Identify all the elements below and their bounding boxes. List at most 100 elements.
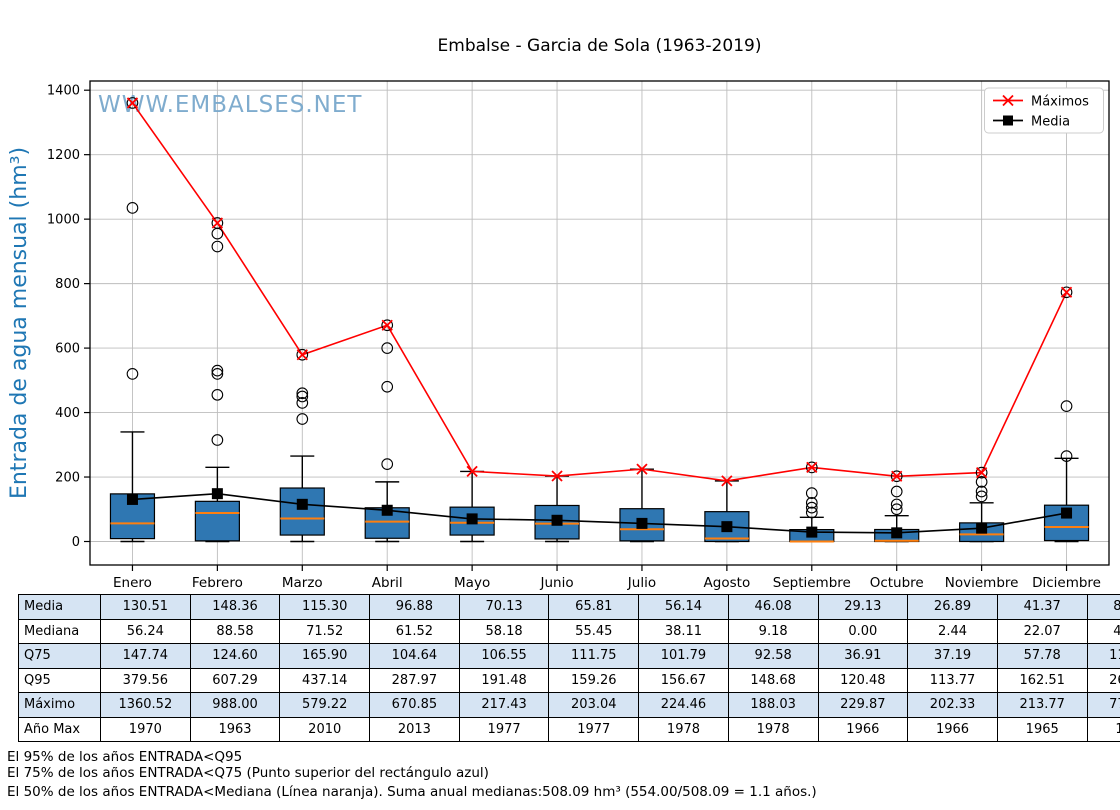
table-cell: 670.85 <box>369 692 460 718</box>
media-marker <box>636 517 648 529</box>
table-cell: 265.35 <box>1086 667 1120 693</box>
table-cell: 1966 <box>907 716 998 742</box>
outlier-circle <box>381 319 394 332</box>
outlier-circle <box>890 498 903 511</box>
outlier-circle <box>1060 450 1073 462</box>
table-row-label: Media <box>18 594 101 620</box>
legend-maximos-label: Máximos <box>1031 95 1089 110</box>
table-cell: 70.13 <box>458 594 550 620</box>
x-tick-label: Febrero <box>192 575 243 591</box>
table-cell: 437.14 <box>279 667 371 693</box>
table-cell: 988.00 <box>189 692 281 718</box>
table-cell: 2.44 <box>907 618 998 644</box>
table-cell: 1963 <box>189 716 281 742</box>
maximos-marker <box>636 463 648 475</box>
table-cell: 26.89 <box>907 594 998 620</box>
table-row-label: Año Max <box>18 716 101 742</box>
outlier-circle <box>1060 400 1073 412</box>
maximos-marker <box>806 461 818 474</box>
chart-title: Embalse - Garcia de Sola (1963-2019) <box>437 36 762 56</box>
table-cell: 61.52 <box>369 618 460 644</box>
outlier-circle <box>211 368 224 380</box>
table-cell: 120.48 <box>817 667 909 693</box>
table-cell: 58.18 <box>458 618 550 644</box>
outlier-circle <box>296 387 309 400</box>
table-cell: 162.51 <box>996 667 1088 693</box>
media-marker <box>806 526 818 538</box>
table-cell: 88.24 <box>1086 594 1120 620</box>
y-tick-label: 1000 <box>47 213 80 228</box>
maximos-marker <box>1060 286 1073 298</box>
outlier-circle <box>975 476 988 488</box>
table-cell: 2013 <box>369 716 460 742</box>
outlier-circle <box>296 390 309 403</box>
outlier-circle <box>890 485 903 498</box>
table-cell: 607.29 <box>189 667 281 693</box>
y-tick-label: 1200 <box>47 148 80 163</box>
table-cell: 1966 <box>817 716 909 742</box>
table-row-label: Q75 <box>18 643 101 669</box>
x-tick-label: Septiembre <box>773 575 851 591</box>
table-cell: 96.88 <box>369 594 460 620</box>
table-cell: 148.36 <box>189 594 281 620</box>
table-cell: 65.81 <box>548 594 640 620</box>
outlier-circle <box>296 413 309 425</box>
outlier-circle <box>890 503 903 516</box>
outlier-circle <box>975 490 988 503</box>
table-row: Q95 379.56 607.29 437.14 287.97 191.48 159.26 1… <box>18 667 1120 693</box>
maximos-line <box>131 102 1068 482</box>
table-cell: 88.58 <box>189 618 281 644</box>
y-tick-label: 800 <box>55 277 80 292</box>
table-cell: 106.55 <box>458 643 550 669</box>
x-tick-label: Diciembre <box>1032 575 1101 591</box>
box <box>194 500 240 542</box>
table-cell: 217.43 <box>458 692 550 718</box>
table-cell: 92.58 <box>727 643 819 669</box>
x-tick-label: Marzo <box>282 575 323 591</box>
media-marker <box>466 513 478 525</box>
table-cell: 71.52 <box>279 618 371 644</box>
table-cell: 112.65 <box>1086 643 1120 669</box>
maximos-marker <box>721 475 733 487</box>
table-cell: 104.64 <box>369 643 460 669</box>
table-cell: 9.18 <box>727 618 819 644</box>
x-tick-label: Enero <box>113 575 152 591</box>
table-cell: 159.26 <box>548 667 640 693</box>
maximos-marker <box>296 349 308 361</box>
y-tick-label: 200 <box>55 471 80 486</box>
table-cell: 1970 <box>100 716 191 742</box>
maximos-marker <box>381 319 393 331</box>
table-cell: 1977 <box>458 716 550 742</box>
table-cell: 38.11 <box>638 618 729 644</box>
table-cell: 113.77 <box>907 667 998 693</box>
outlier-circle <box>381 380 394 393</box>
outlier-circle <box>211 240 224 253</box>
table-cell: 191.48 <box>458 667 550 693</box>
x-tick-label: Mayo <box>454 575 490 591</box>
table-cell: 203.04 <box>548 692 640 718</box>
media-marker <box>381 504 393 516</box>
legend-media-label: Media <box>1031 115 1070 130</box>
outlier-circle <box>975 485 988 498</box>
table-cell: 2010 <box>279 716 371 742</box>
maximos-marker <box>126 97 139 109</box>
outlier-circle <box>890 470 903 483</box>
table-cell: 115.30 <box>279 594 371 620</box>
table-cell: 41.37 <box>996 594 1088 620</box>
media-line <box>132 492 1067 534</box>
maximos-marker <box>551 470 563 482</box>
x-tick-label: Agosto <box>704 575 751 591</box>
outlier-circle <box>805 506 818 519</box>
footnote-mediana: El 50% de los años ENTRADA<Mediana (Líne… <box>7 784 817 800</box>
footnote-q75: El 75% de los años ENTRADA<Q75 (Punto su… <box>7 765 489 781</box>
media-marker <box>721 521 733 533</box>
table-cell: 57.78 <box>996 643 1088 669</box>
table-cell: 46.08 <box>727 594 819 620</box>
table-cell: 165.90 <box>279 643 371 669</box>
table-cell: 202.33 <box>907 692 998 718</box>
table-cell: 229.87 <box>817 692 909 718</box>
table-row-label: Q95 <box>18 667 101 693</box>
maximos-marker <box>466 465 478 478</box>
table-row: Año Max 1970 1963 2010 2013 1977 1977 1978 1978 1… <box>18 716 1120 742</box>
outlier-circle <box>211 434 224 446</box>
